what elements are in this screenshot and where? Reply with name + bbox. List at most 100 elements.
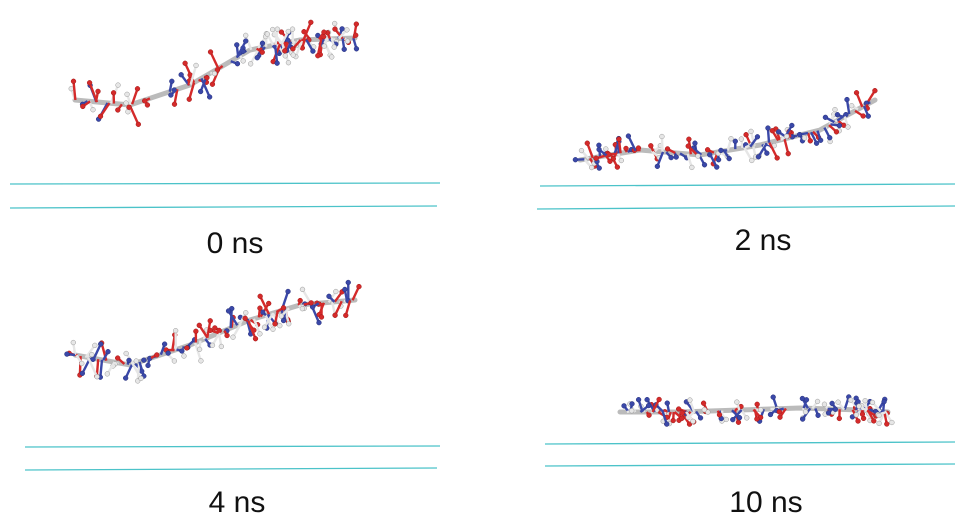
bond	[99, 102, 111, 117]
atom	[836, 415, 842, 422]
atom	[115, 82, 121, 88]
atom	[123, 375, 129, 381]
atom	[105, 349, 111, 355]
atom	[859, 411, 866, 417]
atom	[644, 396, 650, 403]
atom	[718, 147, 724, 154]
bond	[130, 88, 139, 105]
surface-line	[544, 441, 956, 445]
atom	[738, 136, 745, 142]
atom	[625, 133, 632, 139]
atom	[679, 415, 685, 422]
bond	[259, 295, 271, 315]
bond	[273, 44, 279, 64]
atom	[776, 409, 783, 415]
time-label: 0 ns	[207, 227, 264, 260]
atom	[285, 28, 291, 35]
atom	[286, 321, 292, 327]
bond	[316, 38, 323, 56]
panel: 10 ns	[544, 394, 956, 518]
atom	[125, 109, 131, 115]
molecule	[68, 19, 360, 127]
atom	[736, 415, 743, 421]
atom	[834, 112, 841, 118]
atom	[207, 318, 213, 324]
atom	[848, 397, 854, 403]
atom	[234, 42, 240, 48]
atom	[315, 32, 321, 39]
bond	[235, 40, 247, 59]
atom	[204, 75, 210, 81]
bond	[768, 142, 779, 159]
atom	[264, 31, 270, 37]
atom	[686, 421, 693, 427]
atom	[234, 61, 241, 67]
bond	[247, 320, 257, 340]
atom	[664, 421, 670, 427]
atom	[855, 418, 861, 424]
bond	[828, 109, 837, 126]
atom	[353, 46, 360, 52]
atom	[770, 394, 776, 400]
bond	[252, 318, 262, 335]
atom	[299, 286, 306, 293]
bond	[627, 135, 637, 152]
atom	[836, 122, 842, 129]
surface-line	[544, 463, 956, 467]
atom	[871, 418, 877, 424]
atom	[730, 417, 736, 423]
molecule	[64, 279, 362, 384]
atom	[664, 400, 670, 406]
atom	[344, 27, 350, 33]
atom	[796, 131, 803, 138]
atom	[282, 48, 288, 54]
atom	[833, 129, 840, 135]
atom	[656, 396, 662, 403]
atom	[832, 106, 838, 113]
atom	[289, 26, 296, 32]
atom	[277, 323, 283, 329]
atom	[207, 49, 214, 55]
atom	[686, 136, 692, 142]
atom	[789, 122, 795, 129]
atom	[171, 358, 178, 364]
atom	[179, 348, 185, 354]
atom	[168, 92, 174, 98]
atom	[659, 133, 665, 140]
atom	[331, 44, 337, 50]
atom	[584, 140, 590, 146]
atom	[90, 107, 96, 113]
atom	[282, 53, 288, 59]
atom	[884, 421, 890, 427]
bond	[194, 342, 203, 362]
atom	[743, 132, 749, 138]
backbone	[577, 97, 878, 163]
atom	[290, 46, 296, 52]
molecule	[572, 88, 878, 171]
atom	[243, 32, 249, 39]
atom	[648, 143, 654, 149]
bond	[88, 82, 99, 103]
bond	[86, 356, 99, 378]
atom	[801, 135, 808, 141]
bond	[227, 310, 239, 326]
atom	[133, 358, 139, 364]
atom	[822, 114, 829, 121]
atom	[209, 342, 216, 348]
atom	[79, 360, 85, 367]
atom	[95, 88, 101, 95]
atom	[849, 103, 855, 109]
atom	[257, 305, 263, 311]
atom	[607, 158, 613, 164]
atom	[280, 305, 287, 311]
atom	[623, 145, 629, 152]
atom	[104, 371, 110, 377]
atom	[735, 419, 742, 425]
atom	[290, 52, 296, 58]
surface-line	[24, 445, 441, 448]
atom	[126, 357, 132, 364]
atom	[815, 412, 821, 419]
atom	[211, 70, 218, 77]
atom	[596, 146, 602, 153]
